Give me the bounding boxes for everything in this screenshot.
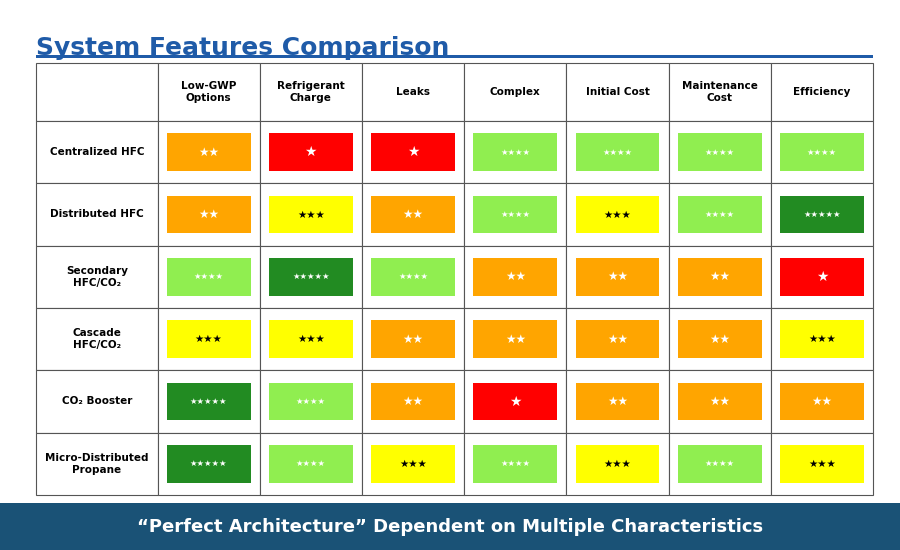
Text: System Features Comparison: System Features Comparison	[36, 36, 449, 60]
Text: ★★★★★: ★★★★★	[292, 272, 329, 282]
Text: ★: ★	[509, 394, 521, 409]
Text: ★★★★: ★★★★	[705, 459, 734, 469]
Text: ★★: ★★	[402, 333, 424, 345]
Text: ★★: ★★	[402, 208, 424, 221]
Text: ★★★★★: ★★★★★	[190, 397, 228, 406]
Text: ★★: ★★	[505, 333, 526, 345]
Text: ★★★★: ★★★★	[500, 210, 530, 219]
Text: Initial Cost: Initial Cost	[586, 87, 650, 97]
Text: ★★★: ★★★	[808, 334, 836, 344]
Text: ★★★: ★★★	[297, 210, 325, 219]
Text: ★: ★	[304, 145, 317, 159]
Text: ★★★★: ★★★★	[398, 272, 428, 282]
Text: Cascade
HFC/CO₂: Cascade HFC/CO₂	[72, 328, 122, 350]
Text: ★★★: ★★★	[194, 334, 222, 344]
Text: ★★★★: ★★★★	[194, 272, 223, 282]
Text: ★: ★	[407, 145, 419, 159]
Text: ★★★: ★★★	[400, 459, 427, 469]
Text: ★★★: ★★★	[604, 210, 631, 219]
Text: ★★★★★: ★★★★★	[803, 210, 841, 219]
Text: ★★★: ★★★	[808, 459, 836, 469]
Text: ★★: ★★	[402, 395, 424, 408]
Text: ★★: ★★	[812, 395, 833, 408]
Text: ★★★: ★★★	[604, 459, 631, 469]
Text: Distributed HFC: Distributed HFC	[50, 210, 144, 219]
Text: ★★★★★: ★★★★★	[190, 459, 228, 469]
Text: ★★: ★★	[198, 208, 219, 221]
Text: CO₂ Booster: CO₂ Booster	[61, 397, 132, 406]
Text: ★★★★: ★★★★	[500, 459, 530, 469]
Text: ★★: ★★	[607, 395, 628, 408]
Text: ★★: ★★	[709, 395, 730, 408]
Text: “Perfect Architecture” Dependent on Multiple Characteristics: “Perfect Architecture” Dependent on Mult…	[137, 518, 763, 536]
Text: Maintenance
Cost: Maintenance Cost	[681, 81, 758, 103]
Text: ★★★★: ★★★★	[705, 147, 734, 157]
Text: ★★: ★★	[709, 333, 730, 345]
Text: Efficiency: Efficiency	[793, 87, 850, 97]
Text: ★★★★: ★★★★	[705, 210, 734, 219]
Text: ★★: ★★	[607, 271, 628, 283]
Text: Centralized HFC: Centralized HFC	[50, 147, 144, 157]
Text: Micro-Distributed
Propane: Micro-Distributed Propane	[45, 453, 148, 475]
Text: ★★★★: ★★★★	[602, 147, 633, 157]
Text: ★: ★	[815, 270, 828, 284]
Text: ★★★: ★★★	[297, 334, 325, 344]
Text: Leaks: Leaks	[396, 87, 430, 97]
Text: ★★★★: ★★★★	[807, 147, 837, 157]
Text: Low-GWP
Options: Low-GWP Options	[181, 81, 237, 103]
Text: ★★: ★★	[198, 146, 219, 158]
Text: ★★: ★★	[709, 271, 730, 283]
Text: ★★★★: ★★★★	[296, 397, 326, 406]
Text: ★★★★: ★★★★	[500, 147, 530, 157]
Text: Refrigerant
Charge: Refrigerant Charge	[277, 81, 345, 103]
Text: ★★: ★★	[505, 271, 526, 283]
Text: Complex: Complex	[490, 87, 541, 97]
Text: Secondary
HFC/CO₂: Secondary HFC/CO₂	[66, 266, 128, 288]
Text: ★★★★: ★★★★	[296, 459, 326, 469]
Text: ★★: ★★	[607, 333, 628, 345]
